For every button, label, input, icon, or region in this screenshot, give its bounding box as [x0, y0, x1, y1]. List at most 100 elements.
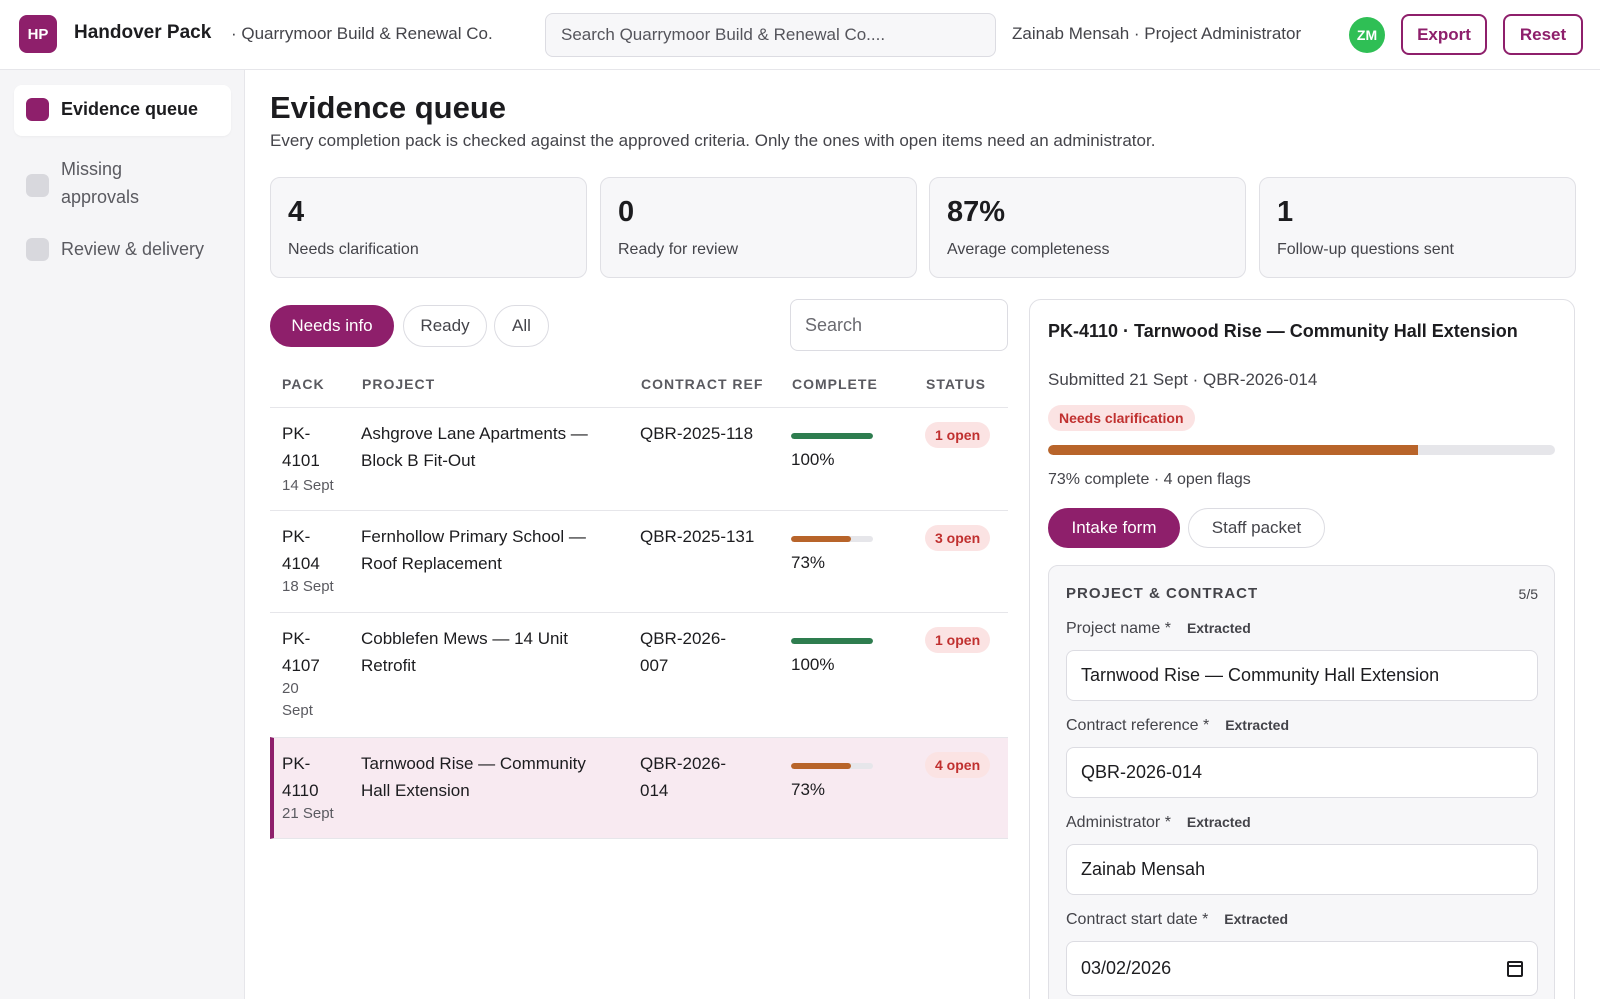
app-logo: HP [19, 15, 57, 53]
table-row[interactable]: PK-4104 18 Sept Fernhollow Primary Schoo… [270, 510, 1008, 612]
column-header-pack: PACK [282, 376, 325, 392]
table-search-input[interactable] [790, 299, 1008, 351]
table-row[interactable]: PK-4101 14 Sept Ashgrove Lane Apartments… [270, 407, 1008, 510]
completeness-value: 73% [791, 553, 826, 572]
stat-label: Needs clarification [288, 241, 419, 258]
contract-start-date-field[interactable]: 03/02/2026 [1066, 941, 1538, 996]
column-header-contract-ref: CONTRACT REF [641, 376, 764, 392]
stat-card-needs-clarification: 4 Needs clarification [270, 177, 587, 278]
status-badge: 3 open [925, 525, 991, 551]
status-badge: 1 open [925, 422, 991, 448]
export-button[interactable]: Export [1401, 14, 1487, 55]
project-name: Ashgrove Lane Apartments — Block B Fit-O… [361, 424, 588, 470]
pack-id: PK-4110 [282, 754, 319, 800]
date-value: 03/02/2026 [1081, 958, 1172, 978]
field-label-administrator: Administrator * Extracted [1066, 814, 1251, 832]
section-title: PROJECT & CONTRACT [1066, 585, 1259, 602]
contract-ref: QBR-2026-007 [640, 629, 726, 675]
table-row-selected[interactable]: PK-4110 21 Sept Tarnwood Rise — Communit… [270, 737, 1008, 839]
sidebar-item-label: Review & delivery [61, 239, 205, 259]
completeness-bar-fill [791, 536, 851, 542]
stat-label: Ready for review [618, 241, 739, 258]
field-label-text: Project name * [1066, 620, 1171, 637]
table-row[interactable]: PK-4107 20 Sept Cobblefen Mews — 14 Unit… [270, 612, 1008, 737]
organization-name: · Quarrymoor Build & Renewal Co. [231, 24, 493, 43]
field-label-contract-start-date: Contract start date * Extracted [1066, 911, 1288, 929]
nav-square-icon [26, 238, 49, 261]
tab-intake-form[interactable]: Intake form [1048, 508, 1180, 548]
contract-ref: QBR-2026-014 [640, 754, 726, 800]
detail-panel: PK-4110 · Tarnwood Rise — Community Hall… [1029, 299, 1575, 999]
detail-progress-fill [1048, 445, 1419, 455]
top-bar: HP Handover Pack · Quarrymoor Build & Re… [0, 0, 1600, 70]
status-badge: 1 open [925, 627, 991, 653]
stat-label: Follow-up questions sent [1277, 241, 1454, 258]
filter-needs-info[interactable]: Needs info [270, 305, 394, 347]
sidebar-item-label: Evidence queue [61, 99, 199, 119]
completeness-bar [791, 433, 873, 439]
project-name: Fernhollow Primary School — Roof Replace… [361, 527, 586, 573]
contract-reference-field[interactable] [1066, 747, 1538, 798]
contract-ref: QBR-2025-118 [640, 424, 754, 443]
sidebar-item-evidence-queue[interactable]: Evidence queue [14, 85, 231, 136]
stat-label: Average completeness [947, 241, 1110, 258]
sidebar: Evidence queue Missing approvals Review … [0, 70, 245, 999]
pack-date: 18 Sept [282, 578, 334, 595]
pack-date: 14 Sept [282, 477, 334, 494]
field-label-contract-reference: Contract reference * Extracted [1066, 717, 1289, 735]
column-header-project: PROJECT [362, 376, 436, 392]
extracted-tag: Extracted [1224, 911, 1289, 927]
stat-value: 0 [618, 196, 635, 228]
completeness-bar-fill [791, 433, 873, 439]
sidebar-item-label: Missing approvals [61, 159, 140, 207]
stat-value: 1 [1277, 196, 1294, 228]
completeness-bar-fill [791, 638, 873, 644]
pack-date: 21 Sept [282, 805, 334, 822]
detail-progress-bar [1048, 445, 1555, 455]
user-label: Zainab Mensah · Project Administrator [1012, 24, 1302, 43]
stat-card-follow-up-questions: 1 Follow-up questions sent [1259, 177, 1576, 278]
detail-subtitle: Submitted 21 Sept · QBR-2026-014 [1048, 370, 1318, 389]
completeness-value: 100% [791, 655, 835, 674]
detail-progress-text: 73% complete · 4 open flags [1048, 471, 1251, 488]
tab-staff-packet[interactable]: Staff packet [1188, 508, 1325, 548]
completeness-bar-fill [791, 763, 851, 769]
global-search-input[interactable] [545, 13, 996, 57]
detail-status-badge: Needs clarification [1048, 405, 1195, 431]
reset-button[interactable]: Reset [1503, 14, 1583, 55]
stat-card-ready-for-review: 0 Ready for review [600, 177, 917, 278]
field-label-text: Contract reference * [1066, 717, 1210, 734]
stat-value: 4 [288, 196, 305, 228]
completeness-bar [791, 536, 873, 542]
column-header-complete: COMPLETE [792, 376, 878, 392]
column-header-status: STATUS [926, 376, 986, 392]
contract-ref: QBR-2025-131 [640, 527, 755, 546]
completeness-value: 73% [791, 780, 826, 799]
avatar[interactable]: ZM [1349, 17, 1385, 53]
pack-id: PK-4104 [282, 527, 320, 573]
stat-card-average-completeness: 87% Average completeness [929, 177, 1246, 278]
completeness-value: 100% [791, 450, 835, 469]
filter-all[interactable]: All [494, 305, 549, 347]
project-name-field[interactable] [1066, 650, 1538, 701]
extracted-tag: Extracted [1225, 717, 1289, 733]
sidebar-item-missing-approvals[interactable]: Missing approvals [14, 145, 204, 224]
extracted-tag: Extracted [1186, 620, 1251, 636]
nav-square-icon [26, 174, 49, 197]
administrator-field[interactable] [1066, 844, 1538, 895]
pack-id: PK-4101 [282, 424, 320, 470]
status-badge: 4 open [925, 752, 991, 778]
stat-value: 87% [947, 196, 1006, 228]
sidebar-item-review-delivery[interactable]: Review & delivery [14, 225, 231, 276]
calendar-icon[interactable] [1507, 960, 1523, 977]
completeness-bar [791, 638, 873, 644]
project-name: Cobblefen Mews — 14 Unit Retrofit [361, 629, 568, 675]
section-count: 5/5 [1518, 586, 1538, 602]
field-label-project-name: Project name * Extracted [1066, 620, 1251, 638]
project-name: Tarnwood Rise — Community Hall Extension [361, 754, 586, 800]
page-title: Evidence queue [270, 90, 507, 125]
field-label-text: Contract start date * [1066, 911, 1209, 928]
field-label-text: Administrator * [1066, 814, 1171, 831]
nav-square-icon [26, 98, 49, 121]
filter-ready[interactable]: Ready [403, 305, 487, 347]
